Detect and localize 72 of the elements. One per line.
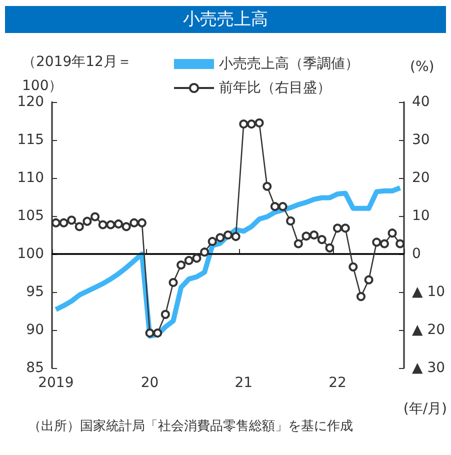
y-tick-label: 90 (26, 322, 44, 338)
y2-tick-label: 10 (412, 208, 430, 224)
y-tick-label: 115 (17, 132, 44, 148)
point (388, 228, 397, 238)
y2-tick-label: ▲ 20 (412, 322, 446, 338)
point (325, 243, 334, 252)
point (208, 236, 217, 246)
y2-tick-label: 20 (412, 170, 430, 186)
y2-tick-label: ▲ 10 (412, 284, 446, 300)
point (270, 202, 280, 211)
point (333, 224, 342, 233)
point (348, 262, 358, 272)
point (310, 230, 319, 240)
x-tick-label: 20 (140, 375, 159, 391)
point (224, 230, 232, 240)
y-tick-label: 100 (17, 246, 44, 262)
point (184, 256, 194, 265)
y2-axis-title: (%) (410, 59, 434, 75)
point (278, 202, 288, 211)
point (317, 235, 326, 244)
point (372, 238, 382, 247)
text: （出所）国家統計局「社会消費品零售総額」を基に作成 (28, 418, 353, 434)
point (106, 220, 116, 230)
y2-tick-label: 0 (412, 246, 421, 262)
x-tick-label: 2019 (38, 375, 74, 391)
point (231, 232, 240, 242)
point (239, 120, 248, 129)
point (145, 328, 154, 338)
point (114, 219, 123, 228)
y-tick-label: 105 (17, 208, 44, 224)
point (82, 216, 92, 226)
point (122, 222, 131, 232)
y2-tick-label: 30 (412, 132, 430, 148)
x-axis-title: (年/月) (403, 401, 447, 417)
y-tick-label: 95 (26, 284, 44, 300)
point (51, 218, 60, 228)
point (67, 216, 76, 225)
point (74, 222, 84, 232)
point (254, 118, 264, 128)
y-tick-label: 110 (17, 170, 44, 186)
point (286, 216, 296, 226)
point (340, 224, 350, 233)
point (364, 275, 374, 284)
point (168, 278, 178, 287)
point (98, 220, 108, 230)
point (59, 218, 68, 228)
point (90, 212, 100, 222)
y2-tick-label: ▲ 30 (412, 360, 446, 376)
point (192, 254, 202, 263)
point (130, 218, 139, 228)
y-tick-label: 120 (17, 94, 44, 110)
point (294, 239, 303, 248)
point (356, 292, 366, 302)
legend-label: 小売売上高（季調値） (219, 56, 359, 72)
point (176, 260, 186, 270)
point (396, 239, 405, 248)
point (380, 239, 389, 248)
chart-title: 小売売上高 (183, 10, 268, 30)
point (137, 218, 146, 228)
point (246, 120, 256, 129)
point (200, 248, 210, 257)
y-axis-title: （2019年12月＝100） (22, 54, 132, 94)
point (153, 328, 162, 338)
point (160, 310, 170, 319)
y2-tick-label: 40 (412, 94, 430, 110)
point (216, 233, 225, 242)
legend-label: 前年比（右目盛） (219, 80, 331, 96)
y-tick-label: 85 (26, 360, 44, 376)
point (302, 232, 311, 241)
x-tick-label: 22 (328, 375, 346, 391)
x-tick-label: 21 (234, 375, 253, 391)
point (262, 182, 272, 191)
